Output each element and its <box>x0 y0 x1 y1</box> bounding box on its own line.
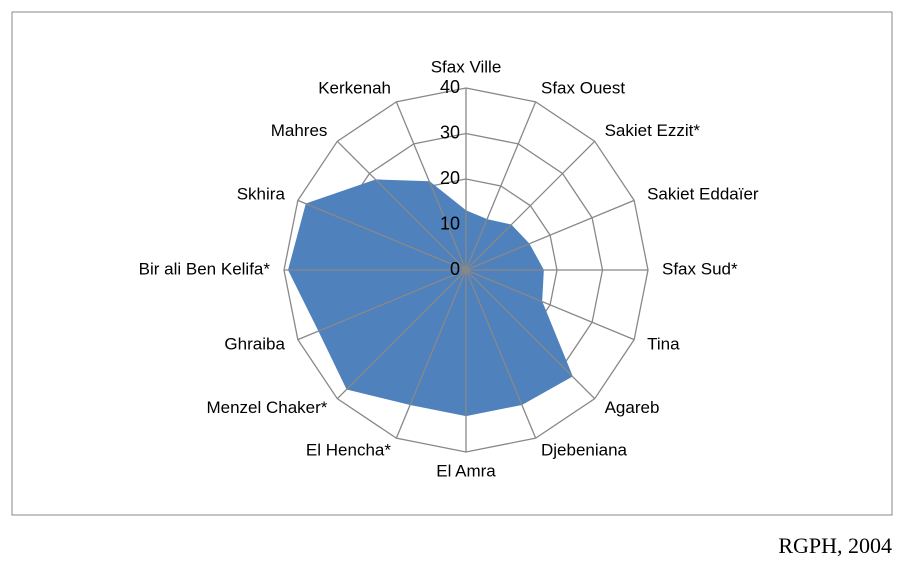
r-tick-label: 40 <box>440 77 460 97</box>
category-label: Djebeniana <box>541 441 628 460</box>
category-label: El Amra <box>436 461 496 480</box>
category-label: Sakiet Ezzit* <box>605 121 701 140</box>
category-label: Kerkenah <box>318 78 391 97</box>
category-label: Mahres <box>271 121 328 140</box>
spoke <box>465 269 537 439</box>
spoke <box>395 101 467 271</box>
spoke <box>336 140 467 271</box>
category-label: Menzel Chaker* <box>206 398 327 417</box>
spoke <box>465 269 596 400</box>
category-label: Sakiet Eddaïer <box>647 184 759 203</box>
spoke <box>465 199 635 271</box>
category-label: Bir ali Ben Kelifa* <box>139 259 271 278</box>
r-tick-label: 10 <box>440 213 460 233</box>
category-label: Ghraiba <box>224 334 285 353</box>
source-note: RGPH, 2004 <box>778 533 892 558</box>
spoke <box>465 269 635 341</box>
spoke <box>465 101 537 271</box>
category-label: Sfax Ville <box>431 57 502 76</box>
r-tick-label: 20 <box>440 168 460 188</box>
r-tick-label: 30 <box>440 122 460 142</box>
spoke <box>395 269 467 439</box>
category-label: Tina <box>647 334 680 353</box>
category-label: Sfax Sud* <box>662 259 738 278</box>
category-label: Sfax Ouest <box>541 78 625 97</box>
spoke <box>465 140 596 271</box>
category-label: El Hencha* <box>306 441 391 460</box>
category-label: Agareb <box>605 398 660 417</box>
spoke <box>297 199 467 271</box>
category-label: Skhira <box>237 184 286 203</box>
r-tick-label: 0 <box>450 259 460 279</box>
spoke <box>297 269 467 341</box>
spoke <box>336 269 467 400</box>
